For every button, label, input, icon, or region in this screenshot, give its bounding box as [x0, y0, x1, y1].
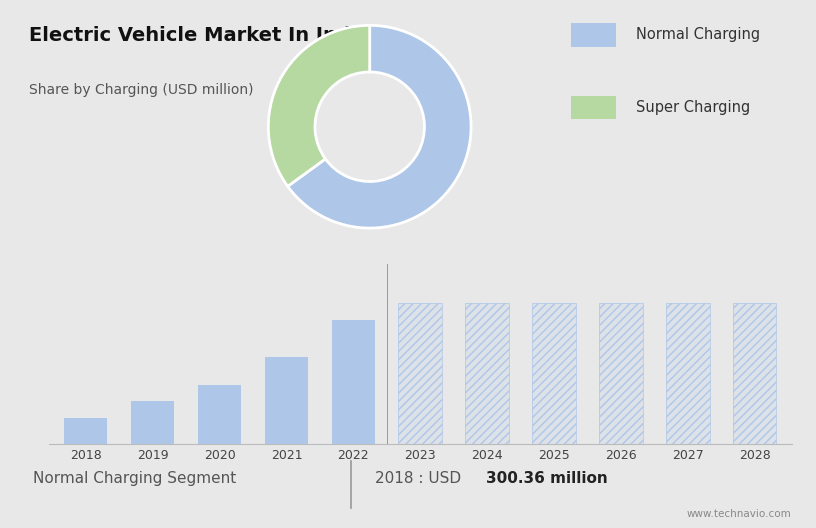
Bar	[599, 303, 643, 444]
Text: 2018 : USD: 2018 : USD	[375, 472, 467, 486]
Bar	[532, 303, 576, 444]
Bar	[64, 418, 108, 444]
Bar	[666, 303, 710, 444]
Text: Normal Charging Segment: Normal Charging Segment	[33, 472, 236, 486]
Bar	[733, 303, 777, 444]
Bar	[398, 303, 442, 444]
FancyBboxPatch shape	[571, 96, 616, 119]
Text: 300.36 million: 300.36 million	[486, 472, 607, 486]
Bar	[532, 303, 576, 444]
Wedge shape	[288, 25, 471, 228]
FancyBboxPatch shape	[571, 23, 616, 46]
Text: Normal Charging: Normal Charging	[636, 27, 761, 42]
Bar	[666, 303, 710, 444]
Text: Share by Charging (USD million): Share by Charging (USD million)	[29, 83, 253, 97]
Text: Super Charging: Super Charging	[636, 100, 751, 115]
Bar	[733, 303, 777, 444]
Bar	[398, 303, 442, 444]
Bar	[331, 320, 375, 444]
Text: www.technavio.com: www.technavio.com	[687, 509, 792, 518]
Wedge shape	[268, 25, 370, 186]
Bar	[197, 384, 242, 444]
Text: Electric Vehicle Market In India: Electric Vehicle Market In India	[29, 26, 370, 45]
Bar	[465, 303, 509, 444]
Bar	[465, 303, 509, 444]
Bar	[599, 303, 643, 444]
Bar	[131, 401, 175, 444]
Bar	[264, 356, 308, 444]
